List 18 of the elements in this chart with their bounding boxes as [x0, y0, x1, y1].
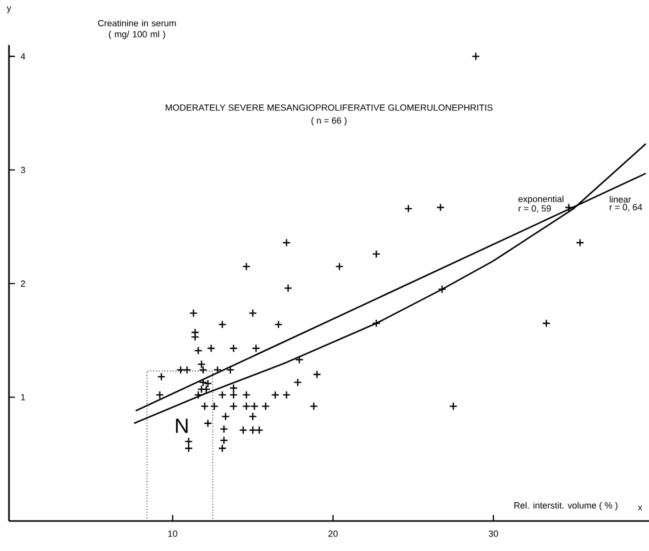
- annotation: x: [638, 506, 642, 510]
- text: ( n = 66 ): [312, 117, 347, 126]
- x-tick-label: 30: [488, 530, 498, 537]
- annotation: N: [176, 418, 188, 433]
- series-label: exponential: [518, 196, 564, 204]
- x-tick-label: 10: [168, 530, 178, 537]
- y-tick-label: 2: [20, 280, 26, 287]
- series-label: linear: [610, 196, 632, 203]
- y-axis-title: Creatinine in serum ( mg/ 100 ml ): [98, 20, 176, 40]
- annotation: r = 0, 59: [518, 205, 551, 213]
- text: y: [6, 6, 12, 13]
- y-tick-label: 1: [21, 394, 26, 400]
- x-tick-label: 20: [328, 530, 338, 537]
- x-axis-title: Rel. interstit. volume ( % ): [514, 502, 618, 510]
- y-tick-label: 3: [20, 166, 26, 174]
- text: MODERATELY SEVERE MESANGIOPROLIFERATIVE GLOMERULONEPHRITIS: [166, 104, 493, 111]
- annotation: r = 0, 64: [610, 204, 642, 212]
- y-tick-label: 4: [20, 53, 26, 60]
